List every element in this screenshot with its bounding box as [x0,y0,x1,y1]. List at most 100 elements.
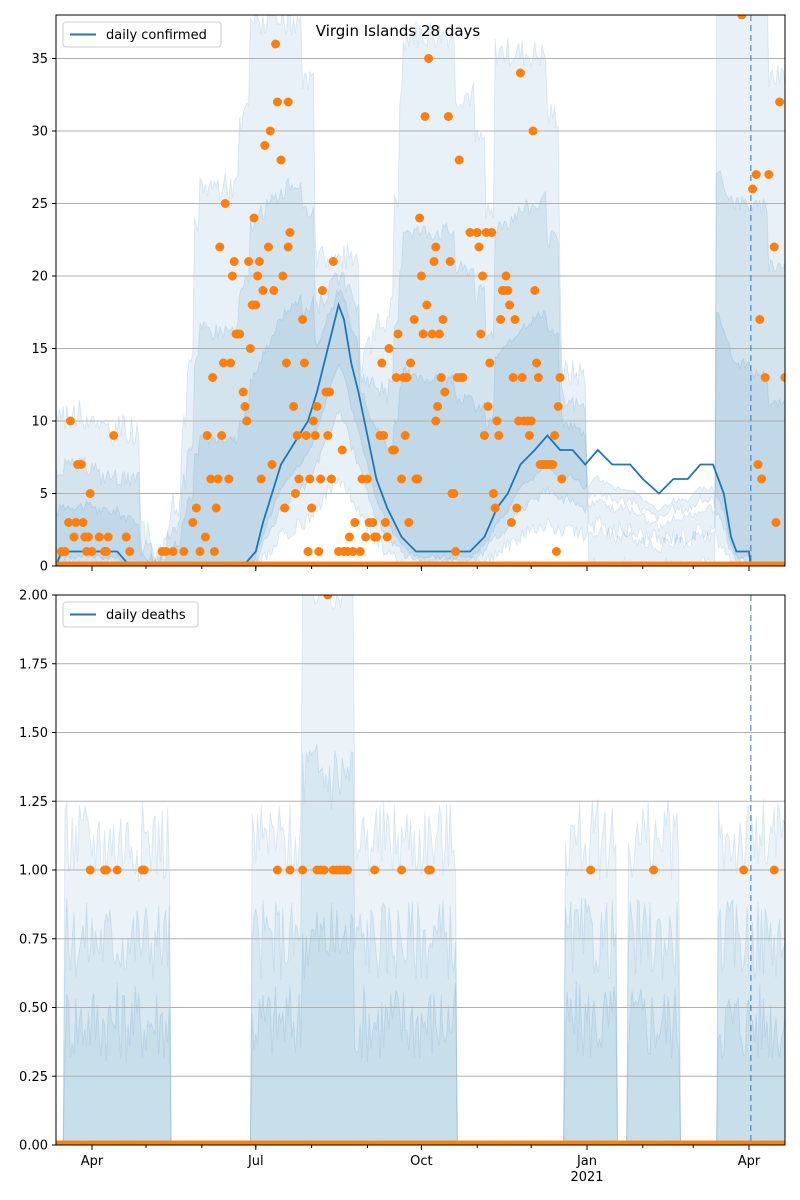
y-tick-label: 1.00 [19,864,48,879]
data-point [490,503,500,513]
y-tick-label: 1.25 [19,795,48,810]
data-point [488,489,498,498]
data-point [316,474,326,484]
chart-title: Virgin Islands 28 days [316,22,481,40]
data-point [748,184,758,194]
data-point [391,373,401,382]
data-point [87,547,97,556]
data-point [109,431,119,440]
data-point [436,373,446,382]
data-point [424,54,434,63]
data-point [337,445,347,455]
data-point [478,271,488,281]
legend-box [62,601,199,628]
data-point [449,489,459,498]
data-point [512,503,522,513]
data-point [238,387,248,397]
data-point [355,547,365,556]
data-point [380,518,390,527]
y-tick-label: 1.75 [19,657,48,672]
data-point [764,170,774,179]
data-point [280,503,290,513]
data-point [213,474,223,484]
data-point [443,112,453,121]
y-tick-label: 10 [31,415,48,430]
x-tick-label: Jul [247,1154,264,1169]
data-point [440,387,450,397]
data-point [235,329,245,339]
data-point [737,15,747,20]
data-point [505,300,515,310]
data-point [501,271,511,281]
data-point [753,460,763,469]
data-point [112,865,122,875]
y-tick-label: 5 [40,487,48,502]
plot-area [56,15,785,566]
data-point [242,416,252,426]
axes-frame [55,14,786,567]
data-point [271,39,281,49]
y-tick-label: 0.75 [19,932,48,947]
legend: daily deaths [62,601,199,628]
data-point [494,431,504,440]
data-point [769,865,779,875]
data-point [209,547,219,556]
data-point [283,242,293,252]
data-point [103,532,113,542]
y-tick-label: 2.00 [19,589,48,604]
data-point [292,431,302,440]
data-point [530,286,540,295]
data-point [281,358,291,368]
data-point [755,315,765,324]
zero-point [780,561,785,566]
data-point [83,532,93,542]
data-point [503,286,513,295]
data-point [227,271,237,281]
data-point [479,431,489,440]
data-point [298,315,308,324]
x-tick-label: Oct [410,1154,432,1169]
data-point [260,141,270,150]
data-point [548,460,558,469]
data-point [434,329,444,339]
data-point [323,595,333,600]
x-tick-label: Jan [576,1154,597,1169]
y-tick-label: 0.00 [19,1139,48,1154]
y-tick-label: 35 [31,52,48,67]
data-point [649,865,659,875]
data-point [71,518,81,527]
data-point [474,242,484,252]
data-point [206,474,216,484]
data-point [272,97,282,107]
data-point [215,242,225,252]
confirmed-panel: 0 5 10 15 20 25 30 35 daily confirmed [31,14,786,575]
data-point [125,547,135,556]
y-tick-label: 0.25 [19,1070,48,1085]
data-point [389,445,399,455]
data-point [254,257,264,266]
data-point [344,532,354,542]
uncertainty-band [56,288,785,566]
data-point [217,431,227,440]
data-point [208,373,218,382]
data-point [492,416,502,426]
zero-point [780,1140,785,1145]
data-point [760,373,770,382]
legend-label: daily confirmed [106,28,207,43]
y-tick-label: 1.50 [19,726,48,741]
data-point [526,416,536,426]
data-point [317,286,327,295]
series-line [56,301,752,566]
data-point [200,532,210,542]
data-point [458,373,468,382]
x-tick-year-label: 2021 [570,1170,603,1185]
data-point [533,373,543,382]
x-tick-label: Apr [738,1154,761,1169]
data-point [220,199,230,208]
data-point [422,300,432,310]
data-point [427,329,437,339]
data-point [263,242,273,252]
data-point [326,474,336,484]
data-point [506,518,516,527]
data-point [249,213,259,223]
